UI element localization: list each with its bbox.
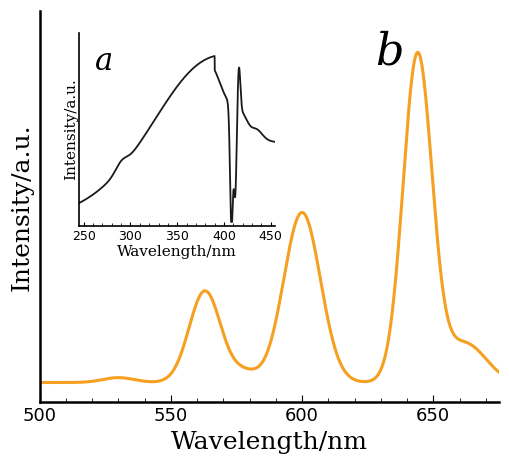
- Text: b: b: [374, 31, 403, 74]
- X-axis label: Wavelength/nm: Wavelength/nm: [171, 431, 367, 454]
- Y-axis label: Intensity/a.u.: Intensity/a.u.: [11, 123, 34, 291]
- Y-axis label: Intensity/a.u.: Intensity/a.u.: [64, 78, 77, 180]
- X-axis label: Wavelength/nm: Wavelength/nm: [117, 245, 237, 259]
- Text: a: a: [95, 46, 112, 77]
